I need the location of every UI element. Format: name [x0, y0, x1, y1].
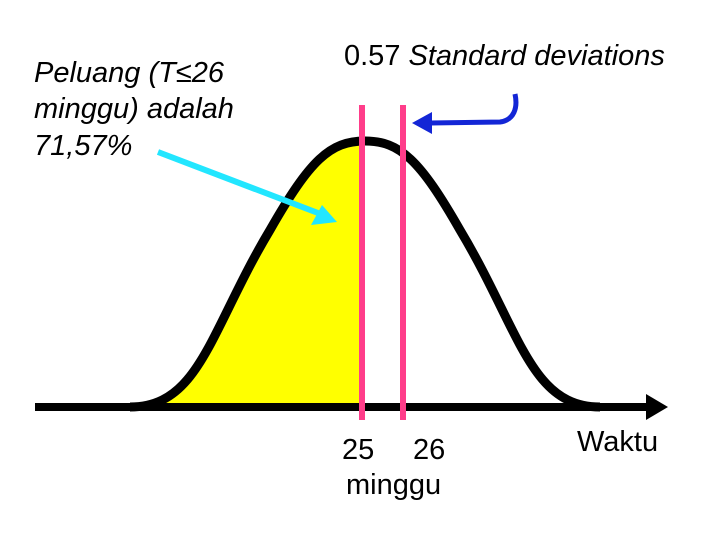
probability-text-line-3: 71,57% — [34, 130, 132, 162]
sd-label: 0.57 Standard deviations — [344, 40, 665, 72]
sd-arrow — [429, 93, 519, 126]
tick-label-26: 26 — [413, 434, 445, 466]
tick-unit-label: minggu — [346, 469, 441, 501]
axis-label: Waktu — [577, 426, 658, 458]
sd-unit: Standard deviations — [409, 40, 665, 72]
axis-arrowhead — [646, 394, 668, 420]
tick-label-25: 25 — [342, 434, 374, 466]
probability-text-line-1: Peluang (T≤26 — [34, 57, 225, 89]
probability-text-line-2: minggu) adalah — [34, 93, 234, 125]
probability-arrowhead — [311, 205, 337, 225]
sd-value: 0.57 — [344, 40, 400, 72]
sd-arrowhead — [412, 112, 432, 134]
probability-arrow — [156, 149, 320, 216]
